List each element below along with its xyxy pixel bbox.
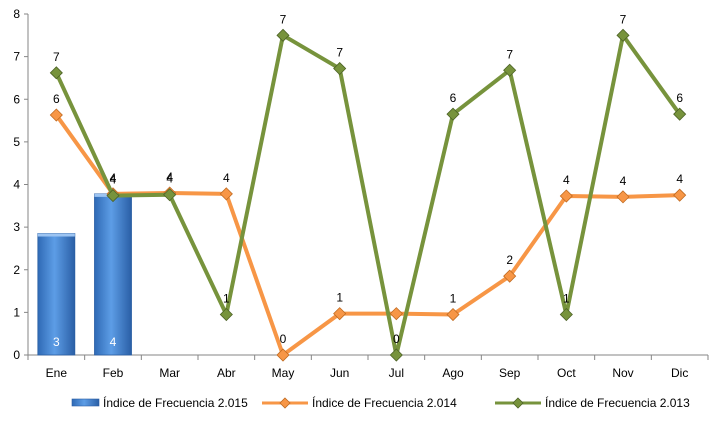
point [163, 188, 177, 202]
y-tick-label: 6 [13, 92, 20, 106]
line-series [49, 28, 687, 362]
y-tick-label: 5 [13, 135, 20, 149]
point-data-label: 0 [280, 332, 287, 346]
point [616, 190, 630, 204]
bar [94, 193, 132, 356]
point [49, 66, 63, 80]
point [333, 61, 347, 76]
point-data-label: 4 [110, 171, 117, 185]
x-tick-label: Ene [46, 366, 68, 380]
point-data-label: 7 [53, 50, 60, 64]
legend-item: Índice de Frecuencia 2.015 [71, 395, 248, 410]
point-data-label: 4 [110, 173, 117, 187]
point-data-label: 7 [336, 46, 343, 60]
legend-label: Índice de Frecuencia 2.014 [312, 395, 457, 410]
point [673, 188, 687, 202]
x-tick-label: Feb [103, 366, 124, 380]
x-tick-label: Mar [159, 366, 180, 380]
point [276, 28, 290, 42]
y-tick-label: 4 [13, 178, 20, 192]
point [559, 307, 573, 322]
point [446, 307, 460, 322]
x-tick-label: Jul [389, 366, 404, 380]
x-tick-label: Oct [557, 366, 576, 380]
point-data-label: 6 [450, 91, 457, 105]
legend: Índice de Frecuencia 2.015 Índice de Frec… [71, 395, 690, 410]
x-tick-label: Nov [612, 366, 633, 380]
point-data-label: 2 [506, 253, 513, 267]
bar [37, 233, 76, 356]
point [559, 189, 573, 203]
bar-series [37, 193, 132, 356]
y-tick-label: 8 [13, 7, 20, 21]
point-data-label: 1 [336, 291, 343, 305]
y-tick-label: 1 [13, 305, 20, 319]
legend-item: Índice de Frecuencia 2.014 [262, 395, 457, 410]
x-tick-label: Dic [671, 366, 688, 380]
point-data-label: 4 [676, 172, 683, 186]
point [503, 63, 517, 77]
point-data-label: 1 [450, 292, 457, 306]
y-tick-label: 7 [13, 50, 20, 64]
x-tick-label: Ago [442, 366, 464, 380]
y-tick-label: 2 [13, 263, 20, 277]
point-data-label: 6 [53, 92, 60, 106]
axes: 0 1 2 3 4 5 6 7 8 Ene Feb Mar Abr May Jun Jul Ago Sep Oct N… [13, 7, 709, 380]
bar-top-highlight [37, 233, 75, 237]
x-tick-label: Jun [330, 366, 349, 380]
legend-marker [512, 397, 524, 409]
point [503, 269, 517, 283]
x-tick-label: May [272, 366, 295, 380]
point [219, 307, 233, 322]
point [446, 107, 460, 121]
bar-data-label: 4 [110, 335, 117, 349]
point-data-label: 6 [676, 91, 683, 105]
point [333, 307, 347, 321]
point-data-label: 7 [280, 12, 287, 26]
series-line [54, 33, 682, 357]
point [673, 107, 687, 121]
x-tick-label: Sep [499, 366, 521, 380]
point-data-label: 4 [166, 172, 173, 186]
point-data-label: 4 [166, 170, 173, 184]
point-data-label: 4 [223, 171, 230, 185]
point-data-label: 4 [620, 174, 627, 188]
legend-marker [279, 397, 291, 409]
y-tick-label: 3 [13, 220, 20, 234]
legend-item: Índice de Frecuencia 2.013 [495, 395, 690, 410]
legend-label: Índice de Frecuencia 2.013 [545, 395, 690, 410]
point [49, 108, 63, 122]
point-data-label: 7 [620, 12, 627, 26]
point-data-label: 1 [223, 292, 230, 306]
point [389, 348, 403, 362]
y-tick-label: 0 [13, 348, 20, 362]
point-data-label: 4 [563, 173, 570, 187]
legend-label: Índice de Frecuencia 2.015 [103, 395, 248, 410]
series-line [54, 113, 682, 357]
point [616, 28, 630, 42]
point-data-label: 0 [393, 332, 400, 346]
point [219, 187, 233, 201]
legend-bar-swatch [71, 398, 100, 407]
x-tick-label: Abr [217, 366, 236, 380]
point [106, 189, 120, 203]
point [276, 348, 290, 362]
point-data-label: 1 [563, 292, 570, 306]
point [389, 307, 403, 321]
bar-data-label: 3 [53, 335, 60, 349]
point-data-label: 7 [506, 47, 513, 61]
